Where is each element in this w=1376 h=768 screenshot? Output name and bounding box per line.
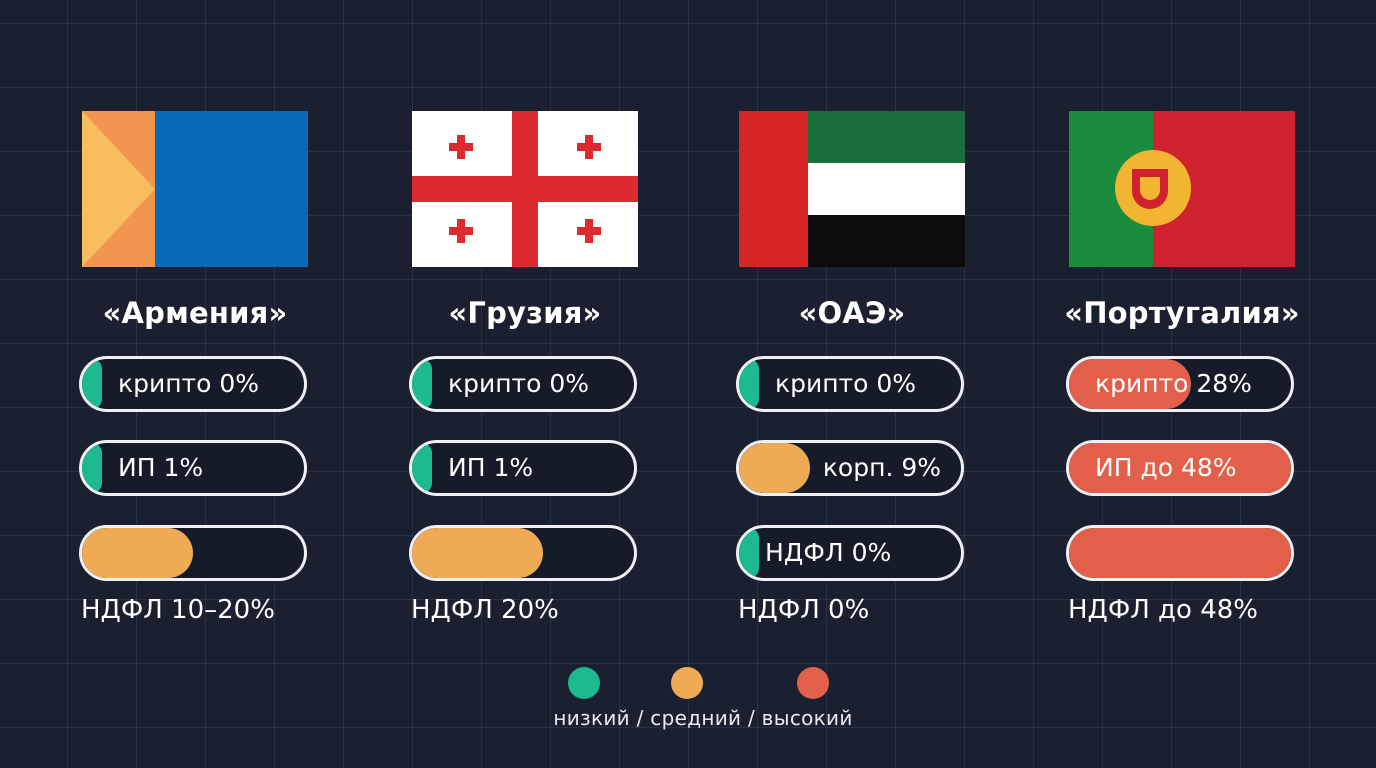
crypto-tax-bar: крипто 0% xyxy=(736,356,964,412)
income-tax-bar xyxy=(1066,525,1294,581)
legend-low-dot xyxy=(568,667,600,699)
country-card-georgia: «Грузия» крипто 0% ИП 1% НДФЛ 20% xyxy=(409,0,641,640)
crypto-tax-fill xyxy=(82,359,102,409)
ip-tax-bar: ИП 1% xyxy=(79,440,307,496)
income-tax-bar: НДФЛ 0% xyxy=(736,525,964,581)
income-tax-bar-label: НДФЛ 0% xyxy=(765,538,892,567)
income-tax-fill xyxy=(1069,528,1291,578)
legend-high-dot xyxy=(797,667,829,699)
income-tax-footnote: НДФЛ до 48% xyxy=(1068,595,1258,625)
ip-tax-fill xyxy=(82,443,102,493)
ip-tax-label: ИП 1% xyxy=(448,453,534,482)
crypto-tax-label: крипто 0% xyxy=(118,369,260,398)
crypto-tax-fill xyxy=(1069,359,1192,409)
country-name: «Грузия» xyxy=(448,296,602,330)
income-tax-bar xyxy=(79,525,307,581)
crypto-tax-bar: крипто 0% xyxy=(409,356,637,412)
income-tax-fill xyxy=(412,528,543,578)
country-name: «ОАЭ» xyxy=(798,296,906,330)
corporate-tax-label: корп. 9% xyxy=(822,453,941,482)
portugal-flag-icon xyxy=(1069,111,1295,267)
crypto-tax-label: крипто 0% xyxy=(448,369,590,398)
armenia-flag-icon xyxy=(82,111,308,267)
ip-tax-label: ИП до 48% xyxy=(1095,453,1237,482)
country-card-portugal: «Португалия» крипто 28% ИП до 48% НДФЛ д… xyxy=(1064,0,1300,640)
corporate-tax-fill xyxy=(739,443,811,493)
ip-tax-label: ИП 1% xyxy=(118,453,204,482)
uae-flag-icon xyxy=(739,111,965,267)
corporate-tax-bar: корп. 9% xyxy=(736,440,964,496)
income-tax-footnote: НДФЛ 0% xyxy=(738,595,870,625)
ip-tax-bar: ИП 1% xyxy=(409,440,637,496)
country-name: «Армения» xyxy=(102,296,288,330)
crypto-tax-label: крипто 28% xyxy=(1095,369,1252,398)
crypto-tax-fill xyxy=(412,359,432,409)
country-card-armenia: «Армения» крипто 0% ИП 1% НДФЛ 10–20% xyxy=(79,0,311,640)
ip-tax-fill xyxy=(412,443,432,493)
income-tax-bar xyxy=(409,525,637,581)
georgia-flag-icon xyxy=(412,111,638,267)
legend-label: низкий / средний / высокий xyxy=(553,706,853,730)
income-tax-footnote: НДФЛ 20% xyxy=(411,595,559,625)
legend-mid-dot xyxy=(671,667,703,699)
income-tax-fill xyxy=(82,528,193,578)
crypto-tax-bar: крипто 28% xyxy=(1066,356,1294,412)
ip-tax-bar: ИП до 48% xyxy=(1066,440,1294,496)
crypto-tax-label: крипто 0% xyxy=(775,369,917,398)
country-card-uae: «ОАЭ» крипто 0% корп. 9% НДФЛ 0% НДФЛ 0% xyxy=(736,0,968,640)
income-tax-fill xyxy=(739,528,759,578)
country-name: «Португалия» xyxy=(1064,296,1300,330)
ip-tax-fill xyxy=(1069,443,1291,493)
crypto-tax-bar: крипто 0% xyxy=(79,356,307,412)
crypto-tax-fill xyxy=(739,359,759,409)
income-tax-footnote: НДФЛ 10–20% xyxy=(81,595,275,625)
